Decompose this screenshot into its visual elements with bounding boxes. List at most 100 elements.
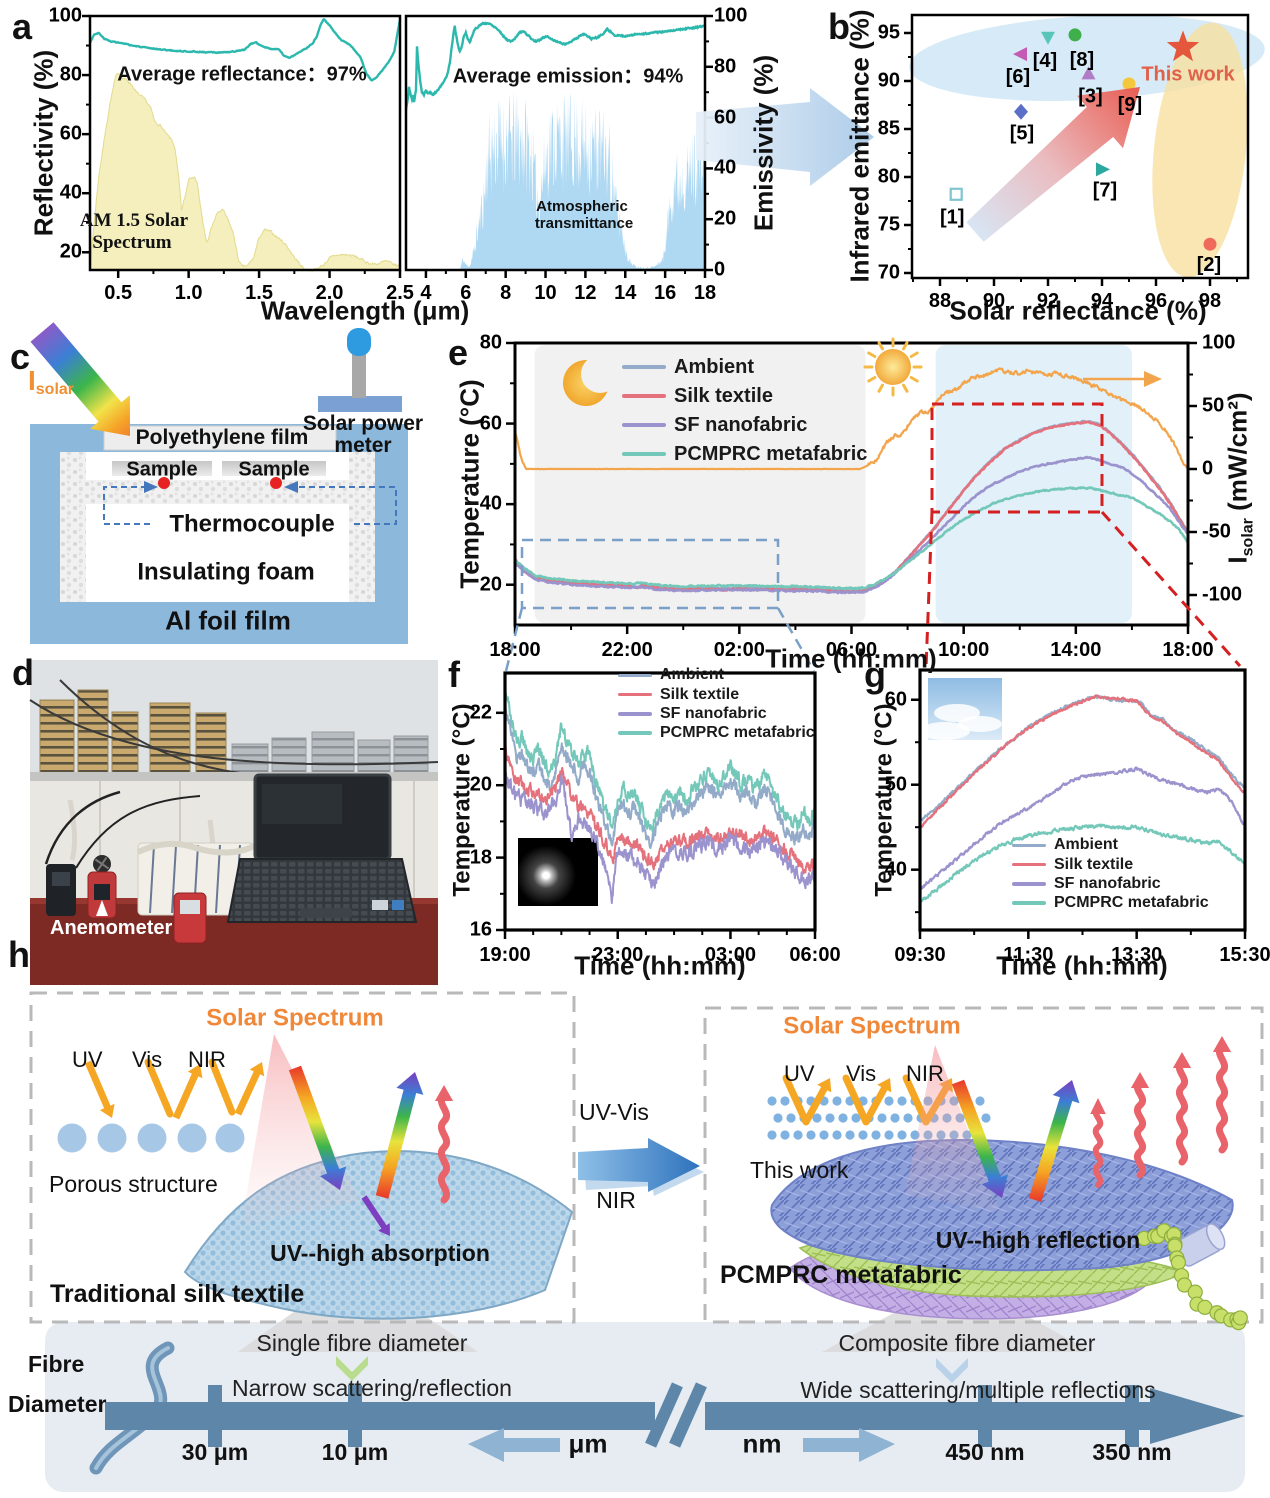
c-film-label: Polyethylene film [135, 425, 309, 449]
tick-label: 14 [614, 282, 637, 304]
h-nano-dot [981, 1113, 991, 1123]
c-foam-band [86, 480, 349, 504]
a-left-ylabel: Reflectivity (%) [28, 49, 59, 237]
panel-d-photo [29, 660, 439, 985]
legend-swatch [1012, 882, 1046, 886]
d-building [271, 737, 307, 775]
legend-item: Silk textile [1012, 856, 1133, 874]
tick-label: 20 [479, 573, 502, 596]
tick-label: 70 [877, 261, 900, 284]
legend-item: SF nanofabric [622, 414, 807, 437]
tick-label: 75 [877, 213, 900, 236]
zoom-link-overlay [504, 402, 1242, 672]
legend-item: Ambient [618, 666, 724, 684]
e_outdoor-series-sf-nanofabric [513, 455, 1190, 595]
tick-label: 1.0 [174, 282, 203, 304]
legend-swatch [1012, 901, 1046, 905]
b-xlabel: Solar reflectance (%) [949, 295, 1207, 326]
c-alfoil-label: Al foil film [165, 605, 291, 636]
h-left-title: Solar Spectrum [206, 1004, 384, 1032]
panel-c-diagram [30, 322, 408, 644]
d-datalogger [46, 864, 76, 916]
tick-label: 80 [714, 55, 737, 78]
a-right-ylabel: Emissivity (%) [748, 54, 779, 232]
tick-label: 80 [479, 331, 502, 354]
legend-label: Silk textile [660, 685, 740, 703]
h-right-title: Solar Spectrum [783, 1012, 961, 1040]
h-nano-dot [897, 1130, 907, 1140]
h-nano-dot [897, 1096, 907, 1106]
h-right-beam [905, 1045, 1000, 1212]
tick-label: 8 [500, 282, 512, 304]
tick-label: 100 [714, 4, 748, 27]
c-isolar-main: I [28, 365, 36, 396]
h-left-box [29, 991, 576, 1324]
h-right-uv-label: UV [784, 1061, 815, 1086]
h-nano-dot [806, 1130, 816, 1140]
legend-item: Silk textile [622, 385, 773, 408]
h-left-effect-label: UV--high absorption [270, 1239, 490, 1266]
h-nano-dot [838, 1113, 848, 1123]
tick-label: 94 [1090, 290, 1114, 312]
legend-label: Ambient [660, 666, 724, 684]
b-ref-label: [9] [1118, 94, 1142, 116]
h-nano-dot [767, 1096, 777, 1106]
panel-letter-c: c [10, 336, 31, 377]
h-nano-dot [884, 1096, 894, 1106]
a-to-b-arrow-group [696, 88, 874, 186]
a-atm-label-1: Atmospheric [536, 198, 628, 216]
tick-label: 06:00 [789, 944, 841, 966]
tick-label: 16 [654, 282, 677, 304]
panel-h-schematic [29, 991, 1264, 1492]
d-building [195, 712, 227, 775]
h-bead [1176, 1277, 1193, 1293]
h-nano-dot [884, 1130, 894, 1140]
c-foam-right [349, 452, 375, 602]
panel-b-chart: [1] [2] [3] [4] [5] [6] [7] [8] [9] This work [904, 13, 1265, 286]
tick-label: 18:00 [1162, 639, 1214, 661]
h-nano-dot [832, 1130, 842, 1140]
h-scale-tick [348, 1385, 362, 1447]
e-day-shading [935, 345, 1132, 623]
d-cable [29, 699, 439, 766]
f-xlabel: Time (hh:mm) [574, 950, 746, 981]
legend-label: PCMPRC metafabric [660, 724, 815, 742]
panel-letter-b: b [828, 6, 850, 47]
h-bead [1170, 1254, 1186, 1271]
h-right-name-label: PCMPRC metafabric [720, 1261, 962, 1289]
legend-swatch [622, 452, 666, 456]
panel-letter-d: d [12, 652, 34, 693]
f_night-series-sf-nanofabric [504, 764, 816, 904]
legend-swatch [618, 673, 652, 678]
legend-label: Silk textile [1054, 855, 1134, 873]
c-foam-left [60, 452, 86, 602]
legend-label: PCMPRC metafabric [674, 442, 868, 465]
legend-item: SF nanofabric [618, 705, 767, 723]
panel-letter-a: a [12, 6, 33, 47]
legend-label: Ambient [674, 355, 754, 378]
h-nano-dot [767, 1130, 777, 1140]
c-polyethylene-film [103, 425, 337, 451]
tick-label: 03:00 [704, 944, 757, 966]
b-ref-label: [2] [1197, 254, 1221, 276]
h-middle-uvvis-label: UV-Vis [579, 1098, 649, 1125]
h-left-uv-label: UV [72, 1047, 103, 1072]
b-ref-label: [4] [1033, 50, 1057, 72]
e-day-zoom-box [930, 402, 1104, 514]
h-right-effect-label: UV--high reflection [935, 1226, 1141, 1253]
c-isolar-label: Isolar [28, 365, 74, 398]
tick-label: 80 [877, 165, 900, 188]
g_day-series-sf-nanofabric [919, 766, 1247, 890]
h-scale-right-sub: Wide scattering/multiple reflections [800, 1376, 1156, 1403]
h-right-structure-label: This work [750, 1157, 849, 1183]
h-scale-unit-um: μm [568, 1428, 608, 1459]
tick-label: 85 [877, 117, 900, 140]
legend-swatch [622, 365, 666, 369]
legend-swatch [618, 692, 652, 697]
h-nano-dot [903, 1113, 913, 1123]
night-moon-photo-inset [518, 838, 598, 906]
h-nano-dot [845, 1130, 855, 1140]
h-nm-arrow [803, 1428, 895, 1462]
h-nano-dot [773, 1113, 783, 1123]
f_night-series-pcmprc-metafabric [504, 692, 816, 833]
